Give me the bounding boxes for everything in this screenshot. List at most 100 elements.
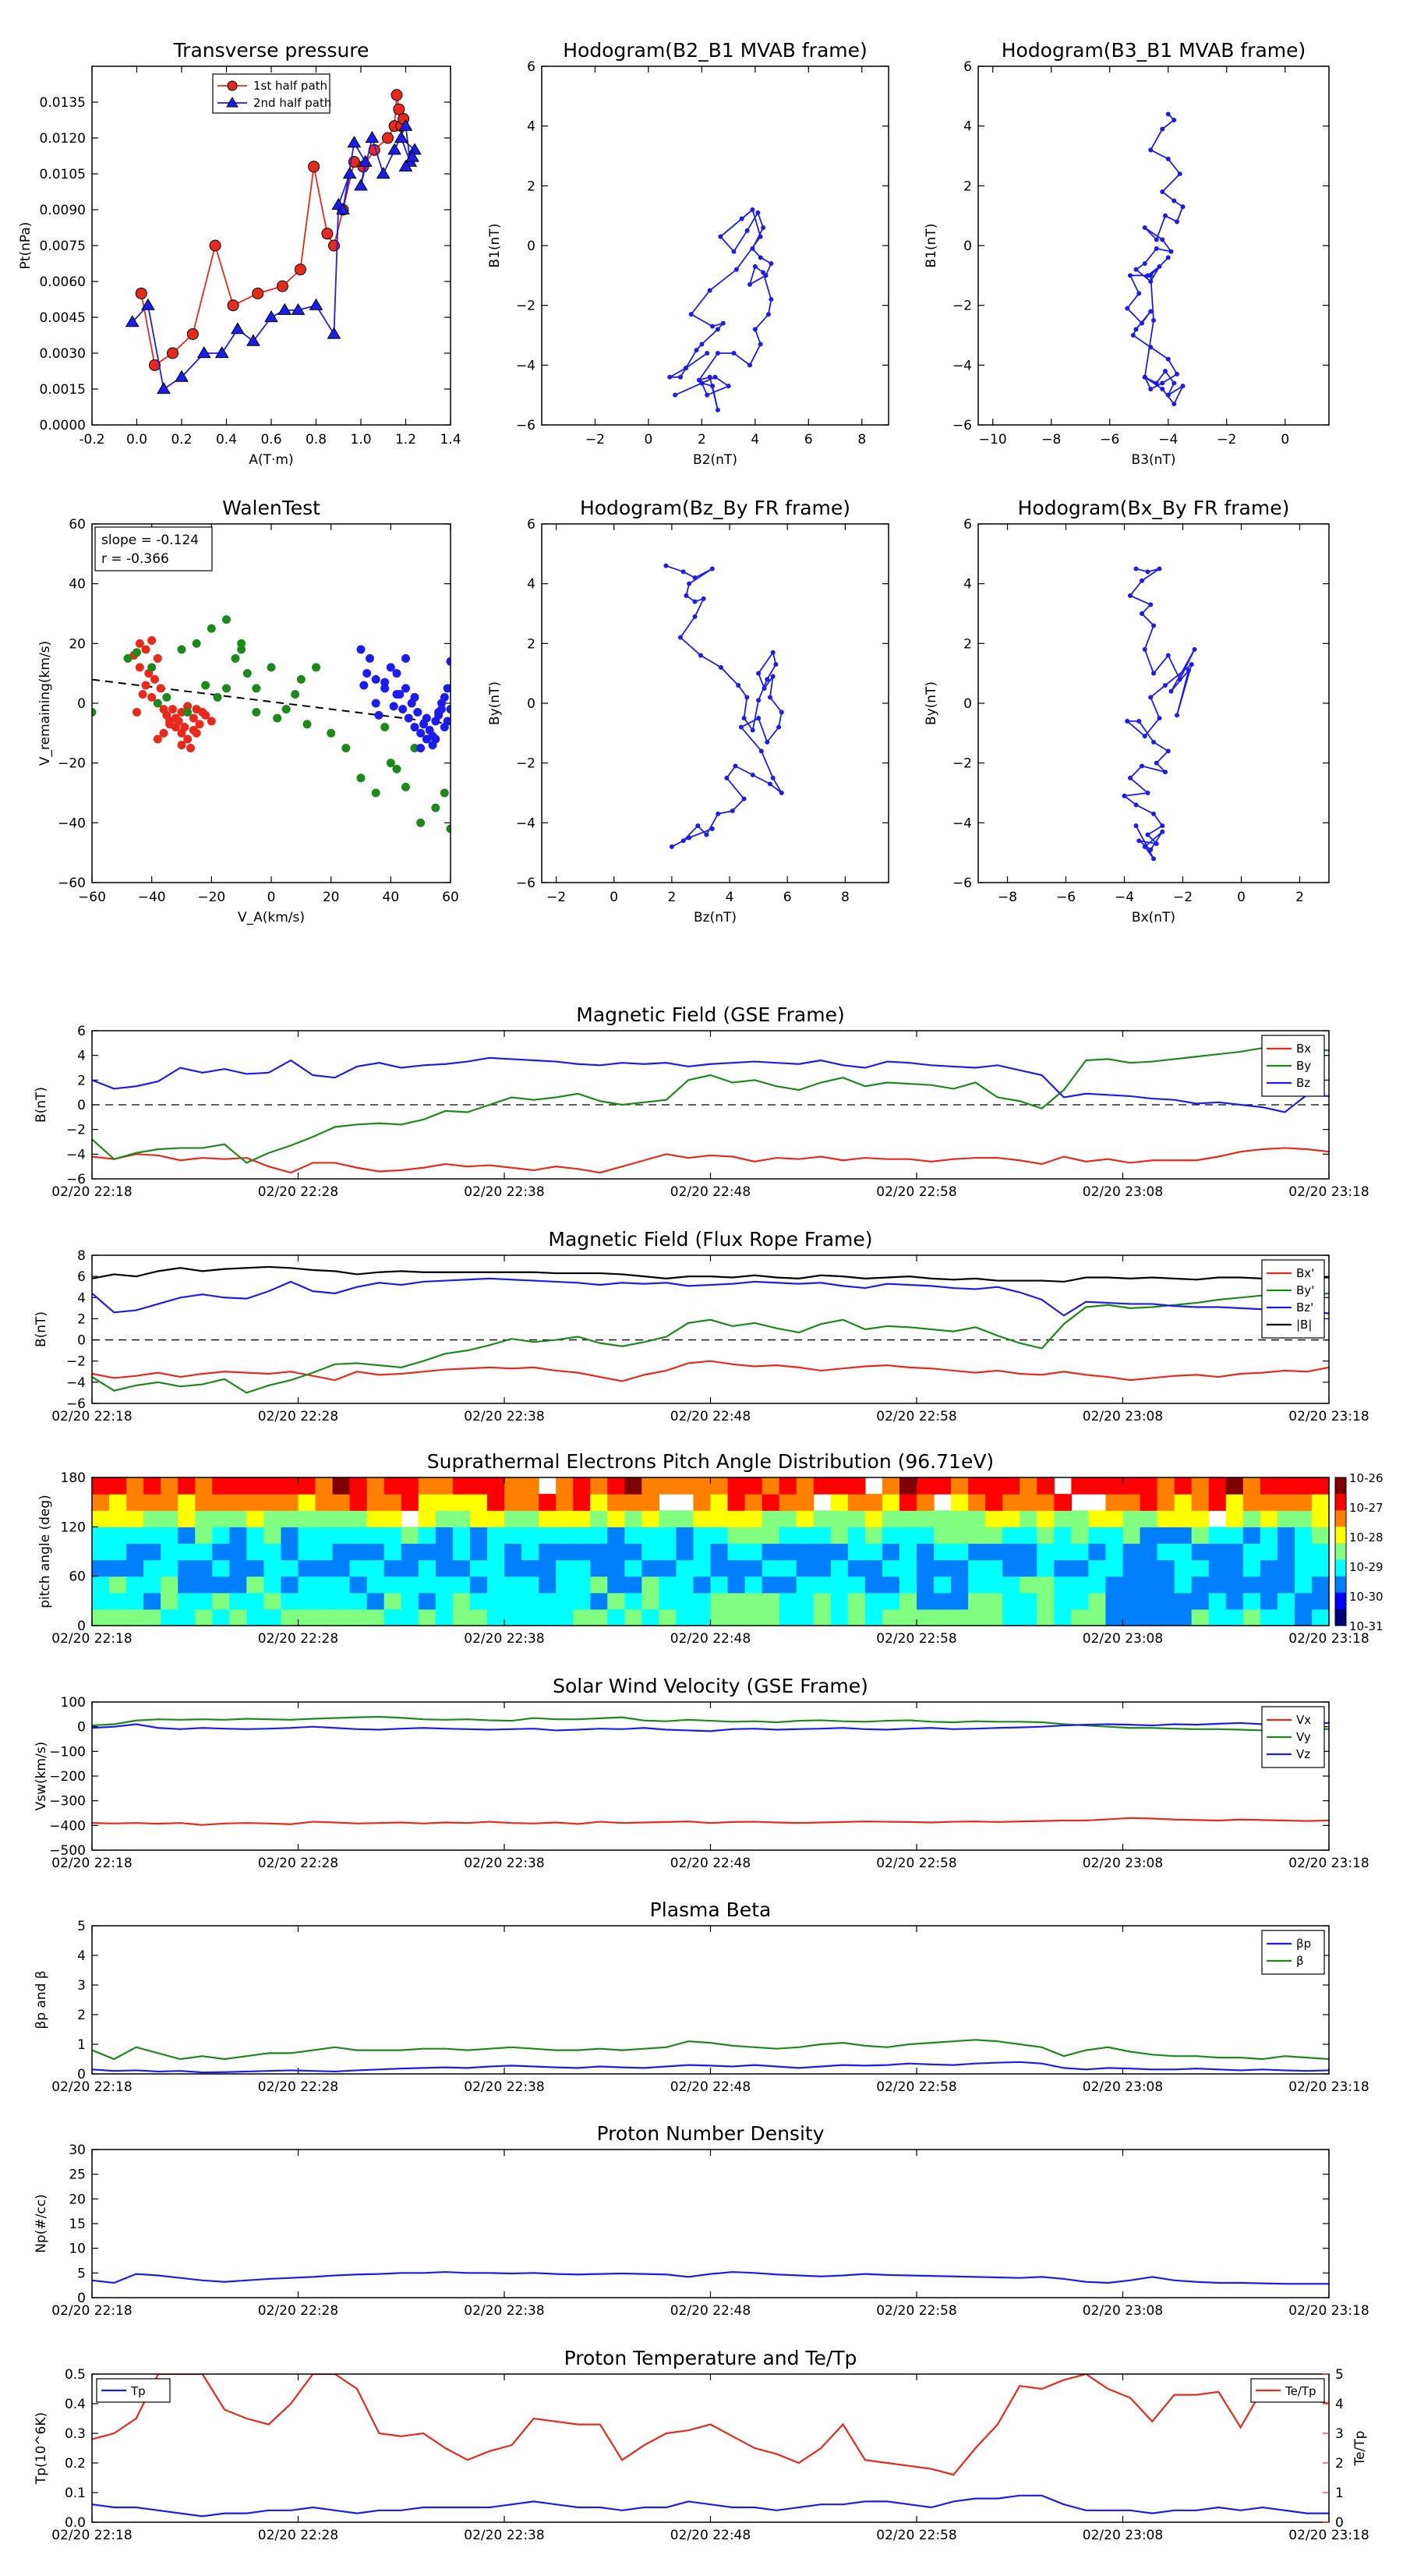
heatmap-cell [1020,1477,1037,1495]
panel-hodogram-b3-b1: Hodogram(B3_B1 MVAB frame) −10 −8 −6 −4 −2 0 −6… [924,39,1330,468]
heatmap-cell [1242,1494,1261,1511]
y-tick-label: 0 [963,696,972,712]
heatmap-cell [452,1477,471,1495]
data-point [186,744,195,752]
heatmap-cell [1140,1559,1158,1577]
legend-label: By' [1296,1283,1314,1297]
heatmap-cell [1294,1592,1313,1610]
time-tick-label: 02/20 22:18 [51,1184,132,1200]
x-tick-label: 0 [610,890,618,905]
heatmap-cell [1294,1510,1313,1527]
y-axis-label: Pt(nPa) [18,222,34,270]
heatmap-cell [710,1510,729,1527]
x-tick-label: −8 [998,890,1017,905]
heatmap-cell [917,1559,935,1577]
data-point [733,267,739,272]
time-tick-label: 02/20 22:58 [876,1409,956,1424]
data-point [167,347,178,359]
heatmap-cell [1208,1477,1227,1495]
data-point [392,764,401,773]
heatmap-cell [1157,1559,1175,1577]
heatmap-cell [607,1494,625,1511]
heatmap-cell [710,1527,729,1545]
series-line [92,2061,1329,2074]
y-tick-label: 0 [77,1333,86,1349]
data-point [413,708,422,717]
heatmap-cell [951,1559,969,1577]
heatmap-cell [1260,1527,1278,1545]
data-point [1140,320,1144,326]
data-point [761,270,766,275]
heatmap-cell [539,1559,557,1577]
data-point [231,322,245,334]
y-tick-label: 0 [77,2291,86,2306]
y2-tick-label: 0 [1335,2515,1344,2531]
heatmap-cell [624,1477,642,1495]
time-tick-label: 02/20 23:18 [1288,2079,1369,2095]
x-tick-label: −60 [78,890,106,905]
heatmap-cell [641,1608,659,1626]
panel-mag-fr: Magnetic Field (Flux Rope Frame)−6−4−202… [34,1228,1369,1424]
plot-area [92,2270,1329,2285]
data-point [431,803,440,812]
heatmap-cell [985,1510,1003,1527]
heatmap-cell [435,1592,454,1610]
chart-title: Suprathermal Electrons Pitch Angle Distr… [427,1450,994,1473]
heatmap-cell [899,1559,917,1577]
heatmap-cell [452,1510,471,1527]
heatmap-cell [401,1494,419,1511]
heatmap-cell [951,1494,969,1511]
data-point [744,228,750,233]
time-tick-label: 02/20 22:28 [258,2079,338,2095]
data-point [692,614,698,619]
heatmap-cell [1105,1592,1124,1610]
heatmap-cell [332,1559,351,1577]
heatmap-cell [1140,1527,1158,1545]
heatmap-cell [1311,1592,1330,1610]
heatmap-cell [830,1592,849,1610]
heatmap-cell [178,1527,196,1545]
data-point [1186,667,1191,673]
heatmap-cell [1105,1543,1124,1561]
heatmap-cell [109,1510,127,1527]
series-line [1126,113,1185,405]
x-tick-label: 0.0 [126,432,147,448]
y-tick-label: −6 [952,418,972,433]
data-point [1130,333,1136,338]
heatmap-cell [659,1608,677,1626]
data-point [281,705,291,714]
heatmap-cell [126,1543,144,1561]
data-point [710,324,716,329]
data-point [756,716,762,721]
data-point [1128,593,1133,598]
data-point [141,298,155,310]
heatmap-cell [830,1510,849,1527]
time-tick-label: 02/20 22:28 [258,2528,338,2543]
heatmap-cell [727,1510,746,1527]
heatmap-cell [486,1559,505,1577]
x-tick-label: 1.2 [395,432,416,448]
heatmap-cell [1191,1477,1210,1495]
data-point [696,377,702,383]
y-tick-label: −200 [49,1769,86,1785]
x-tick-label: 4 [751,432,759,448]
heatmap-cell [1294,1477,1313,1495]
heatmap-cell [366,1527,385,1545]
data-point [391,89,403,101]
y-tick-label: 6 [527,59,535,75]
heatmap-cell [229,1510,247,1527]
data-point [720,320,726,326]
heatmap-cell [383,1543,402,1561]
heatmap-cell [573,1527,591,1545]
heatmap-cell [899,1510,917,1527]
data-point [312,663,320,672]
heatmap-cell [864,1592,883,1610]
data-point [1165,653,1171,658]
y2-tick-label: 5 [1335,2367,1344,2383]
heatmap-cell [486,1477,505,1495]
heatmap-cell [161,1576,178,1594]
heatmap-cell [178,1494,196,1511]
heatmap-cell [229,1559,247,1577]
legend: βp β [1261,1930,1325,1975]
x-tick-label: −2 [546,890,566,905]
